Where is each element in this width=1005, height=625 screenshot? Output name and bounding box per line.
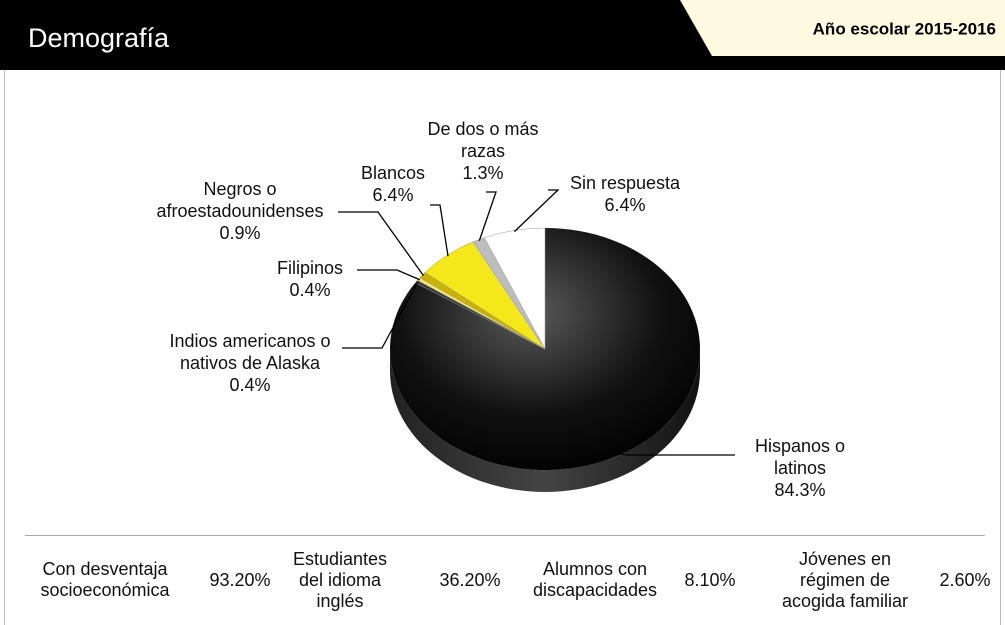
stat-label: Con desventaja socioeconómica [40,559,170,600]
pie-side [390,349,700,492]
stat-label: Estudiantes del idioma inglés [292,548,388,611]
slice-name: Negros o afroestadounidenses [156,179,324,221]
slice-label: Indios americanos o nativos de Alaska 0.4… [145,330,355,396]
stat-label: Jóvenes en régimen de acogida familiar [781,548,909,611]
slice-value: 0.4% [229,375,271,395]
slice-label: Filipinos 0.4% [255,257,365,301]
slice-label: Hispanos o latinos 84.3% [730,435,870,501]
slice-label: Blancos 6.4% [348,162,438,206]
slice-value: 0.9% [219,223,261,243]
leader-line [342,281,419,349]
slice-value: 6.4% [372,185,414,205]
slice-label: Negros o afroestadounidenses 0.9% [125,178,355,244]
leader-line [617,452,735,456]
slice-value: 1.3% [462,163,504,183]
slice-name: De dos o más razas [427,119,539,161]
header-year: Año escolar 2015-2016 [813,19,996,38]
slice-name: Hispanos o latinos [754,436,846,478]
leader-line [478,191,497,241]
stat-value: 36.20% [439,569,501,590]
stat-value: 93.20% [209,569,271,590]
slice-value: 0.4% [289,280,331,300]
slice-label: De dos o más razas 1.3% [418,118,548,184]
slice-name: Sin respuesta [569,173,681,193]
slice-value: 84.3% [774,480,826,500]
slice-name: Blancos [360,163,426,183]
slice-name: Indios americanos o nativos de Alaska [169,331,331,373]
stat-value: 8.10% [684,569,736,590]
stat-value: 2.60% [939,569,991,590]
slice-name: Filipinos [276,258,344,278]
leader-line [338,211,425,277]
slice-value: 6.4% [604,195,646,215]
pie [390,227,700,470]
leader-line [430,204,449,257]
slice-label: Sin respuesta 6.4% [545,172,705,216]
pie-slice [484,227,546,350]
header-title: Demografía [28,23,170,53]
stat-label: Alumnos con discapacidades [532,559,658,600]
leader-line [513,189,560,233]
year-tab [680,0,1005,56]
leader-line [357,269,421,281]
